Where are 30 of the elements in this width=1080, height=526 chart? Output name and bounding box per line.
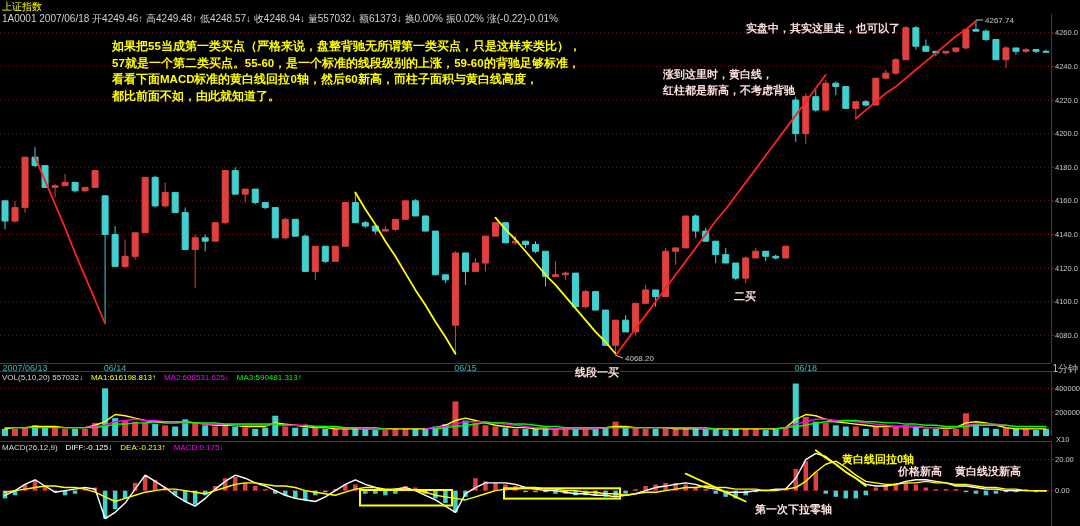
legend: MA3:590481.313↑ (236, 372, 302, 382)
annotation: 黄白线回拉0轴 (842, 453, 915, 465)
annotation: 第一次下拉零轴 (755, 502, 832, 515)
subtitle: 1A0001 2007/06/18 开4249.46↑ 高4249.48↑ 低4248.57↓ 收4248.94↓ 量557032↓ 额61373↓ 换0.00% 振0.02% 涨(-0.22)-0.01% (2, 12, 558, 24)
annotation: 如果把55当成第一类买点（严格来说，盘整背驰无所谓第一类买点，只是这样来类比）， (112, 40, 581, 52)
annotation: 4068.20 (625, 353, 654, 363)
legend: MA2:608531.625↓ (163, 372, 229, 382)
annotation: 红柱都是新高，不考虑背驰 (663, 83, 795, 96)
annotation: 价格新高 (898, 465, 942, 477)
annotation: 实盘中，其实这里走，也可以了 (746, 22, 900, 34)
annotation: 二买 (734, 290, 756, 303)
annotation: 涨到这里时，黄白线， (663, 68, 773, 80)
annotation: 57就是一个第二类买点。55-60，是一个标准的线段级别的上涨，59-60的背驰足够标准， (112, 56, 580, 69)
annotation: 1分钟 (1052, 362, 1078, 374)
x-tick-label: 06/18 (794, 362, 818, 373)
annotation: 都比前面不如，由此就知道了。 (112, 89, 280, 102)
annotation: 黄白线没新高 (955, 465, 1021, 477)
annotation: MACD:0.175↓ (173, 442, 224, 452)
x-tick-label: 06/14 (103, 362, 127, 373)
x-tick-label: 06/15 (454, 362, 477, 373)
title: VOL(5,10,20) 557032↓ (2, 372, 83, 382)
annotation: 4267.74 (985, 15, 1014, 25)
x-tick-label: 2007/06/13 (2, 362, 48, 373)
title: 上证指数 (2, 0, 42, 12)
title: MACD(26,12,9) (2, 442, 58, 452)
legend: MA1:616198.813↑ (90, 372, 156, 382)
legend: DIFF:-0.125↓ (65, 442, 113, 452)
annotation: 看看下面MACD标准的黄白线回拉0轴，然后60新高，而柱子面积与黄白线高度， (112, 73, 538, 85)
annotation: 线段一买 (575, 366, 619, 378)
legend: DEA:-0.213↑ (120, 442, 166, 452)
